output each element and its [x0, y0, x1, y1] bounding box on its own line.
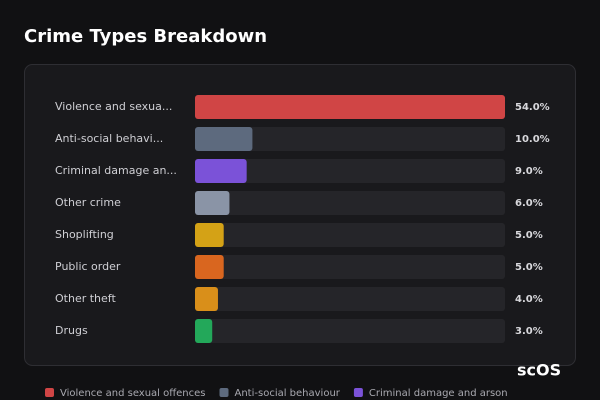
category-label: Criminal damage an... — [55, 164, 177, 177]
watermark: scOS — [517, 361, 561, 380]
bar — [195, 319, 213, 343]
value-label: 3.0% — [515, 326, 543, 337]
legend-swatch — [219, 388, 229, 397]
bar — [195, 95, 505, 119]
value-label: 54.0% — [515, 102, 550, 113]
category-label: Public order — [55, 260, 121, 273]
bar — [195, 255, 224, 279]
bar — [195, 127, 253, 151]
legend-label: Violence and sexual offences — [60, 388, 206, 399]
value-label: 10.0% — [515, 134, 550, 145]
bar-track — [195, 287, 505, 311]
value-label: 4.0% — [515, 294, 543, 305]
bar-track — [195, 191, 505, 215]
legend-swatch — [45, 388, 54, 397]
bar — [195, 223, 224, 247]
legend-label: Anti-social behaviour — [235, 388, 341, 399]
bar-track — [195, 319, 505, 343]
category-label: Anti-social behavi... — [55, 132, 163, 145]
bar-track — [195, 255, 505, 279]
chart-title: Crime Types Breakdown — [24, 26, 267, 47]
category-label: Other theft — [55, 292, 116, 305]
value-label: 6.0% — [515, 198, 543, 209]
legend-label: Criminal damage and arson — [369, 388, 508, 399]
value-label: 9.0% — [515, 166, 543, 177]
bar — [195, 159, 247, 183]
bar-track — [195, 127, 505, 151]
bar — [195, 191, 230, 215]
legend-swatch — [353, 388, 363, 397]
bar — [195, 287, 218, 311]
category-label: Violence and sexua... — [55, 100, 172, 113]
value-label: 5.0% — [515, 230, 543, 241]
bar-track — [195, 159, 505, 183]
category-label: Shoplifting — [55, 228, 114, 241]
category-label: Other crime — [55, 196, 121, 209]
category-label: Drugs — [55, 324, 88, 337]
bar-track — [195, 223, 505, 247]
value-label: 5.0% — [515, 262, 543, 273]
